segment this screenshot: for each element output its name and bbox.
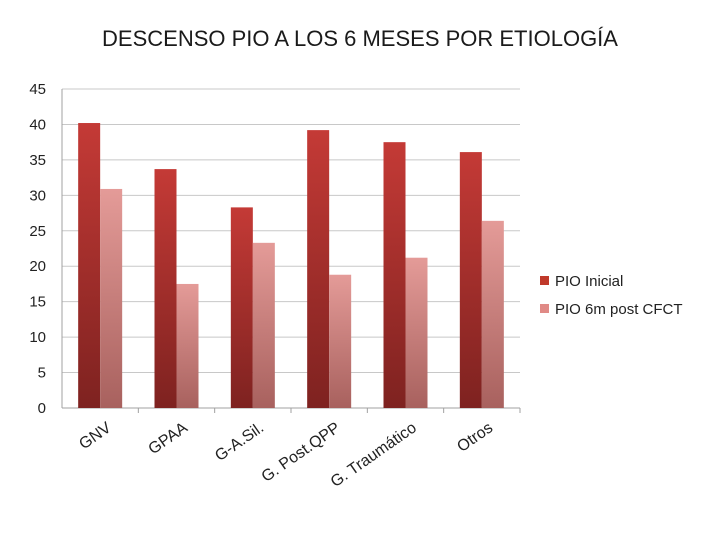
legend-swatch [540,276,549,285]
y-tick-labels: 0 5 10 15 20 25 30 35 40 45 [29,81,46,417]
bar-pio-6m-1 [176,283,199,408]
bar-pio-6m-4 [405,257,428,408]
x-category-label: Otros [454,419,496,455]
bar-pio-inicial-2 [230,207,253,408]
bar-pio-6m-5 [481,220,504,408]
y-tick-label: 30 [29,187,46,204]
y-tick-label: 15 [29,294,46,311]
bars [78,123,504,409]
y-tick-label: 45 [29,81,46,98]
x-category-label: G. Traumático [328,419,420,491]
legend: PIO Inicial PIO 6m post CFCT [540,273,683,318]
bar-pio-inicial-0 [78,123,101,408]
bar-pio-6m-0 [100,188,123,408]
bar-pio-inicial-5 [459,152,482,408]
y-tick-label: 25 [29,223,46,240]
x-category-label: G-A.Sil. [212,419,267,465]
y-tick-label: 10 [29,329,46,346]
y-tick-label: 5 [38,365,46,382]
bar-pio-inicial-4 [383,142,406,408]
gridlines [62,88,520,374]
y-tick-label: 0 [38,400,46,417]
legend-label: PIO Inicial [555,273,623,290]
bar-pio-inicial-1 [154,169,177,408]
legend-label: PIO 6m post CFCT [555,301,683,318]
bar-pio-6m-2 [252,242,275,408]
legend-swatch [540,304,549,313]
x-category-label: GNV [76,419,114,453]
bar-pio-6m-3 [329,274,352,408]
y-tick-label: 35 [29,152,46,169]
bar-pio-inicial-3 [307,130,330,409]
x-category-label: GPAA [146,419,191,458]
y-tick-label: 20 [29,258,46,275]
axes [61,89,521,413]
y-tick-label: 40 [29,116,46,133]
chart-title: DESCENSO PIO A LOS 6 MESES POR ETIOLOGÍA [102,26,618,51]
